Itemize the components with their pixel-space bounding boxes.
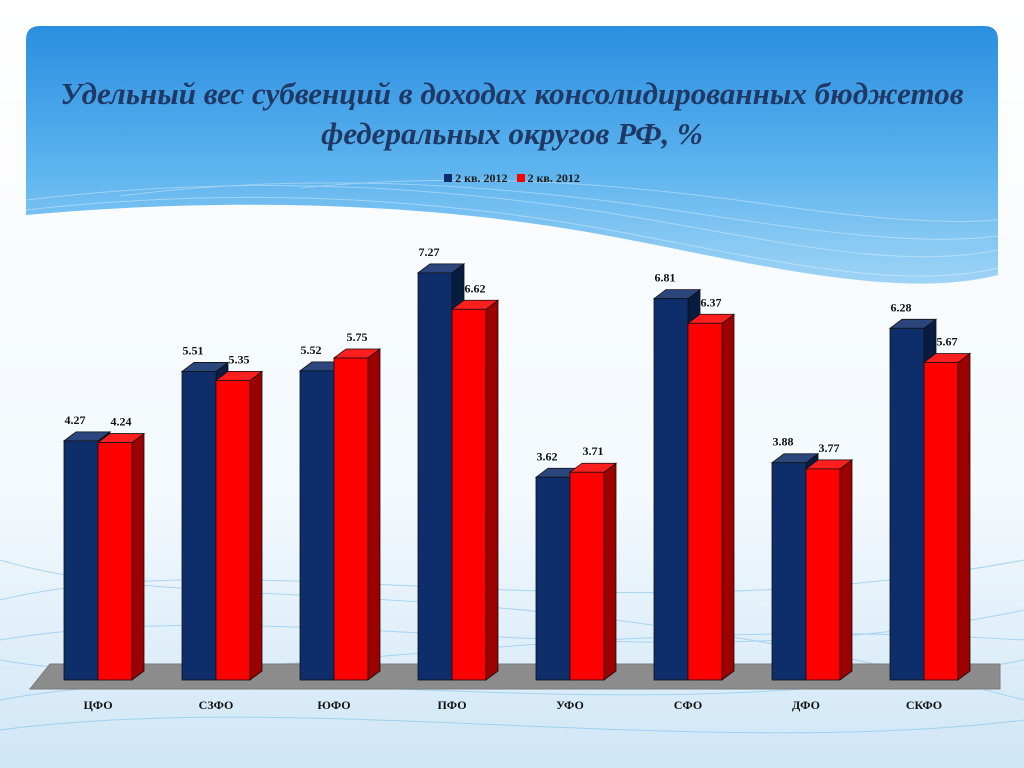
bar-front-face <box>215 379 251 681</box>
bar-side-face <box>249 370 263 681</box>
data-label-ЦФО-series-2: 4.24 <box>111 415 132 429</box>
data-label-ЦФО-series-1: 4.27 <box>65 413 86 427</box>
bar-front-face <box>653 298 689 681</box>
bar-front-face <box>181 371 217 681</box>
data-label-СКФО-series-1: 6.28 <box>891 300 912 314</box>
bar-front-face <box>299 370 335 681</box>
x-tick-label-ДФО: ДФО <box>792 698 820 712</box>
chart-title: Удельный вес субвенций в доходах консоли… <box>60 76 964 151</box>
data-label-УФО-series-2: 3.71 <box>583 444 604 458</box>
bar-side-face <box>131 432 145 681</box>
bar-front-face <box>63 440 99 681</box>
bar-side-face <box>485 299 499 681</box>
x-tick-label-ПФО: ПФО <box>437 698 466 712</box>
data-label-СЗФО-series-2: 5.35 <box>229 352 250 366</box>
bar-front-face <box>923 362 959 681</box>
bar-ЮФО-series-2 <box>332 348 382 681</box>
legend-item-series-1: 2 кв. 2012 <box>444 171 508 186</box>
data-label-СКФО-series-2: 5.67 <box>937 334 958 348</box>
bar-side-face <box>957 352 971 681</box>
x-tick-label-ЮФО: ЮФО <box>317 698 350 712</box>
x-tick-label-ЦФО: ЦФО <box>83 698 112 712</box>
bar-СКФО-series-2 <box>922 352 972 681</box>
data-label-УФО-series-1: 3.62 <box>537 449 558 463</box>
legend-swatch-series-1 <box>444 174 453 182</box>
chart-floor <box>28 663 1001 690</box>
data-label-ЮФО-series-1: 5.52 <box>301 343 322 357</box>
bar-ЦФО-series-2 <box>96 432 146 681</box>
bars-layer <box>62 263 972 681</box>
data-label-СЗФО-series-1: 5.51 <box>183 343 204 357</box>
bar-front-face <box>333 357 369 681</box>
bar-front-face <box>417 272 453 681</box>
data-label-ДФО-series-2: 3.77 <box>819 441 840 455</box>
bar-front-face <box>451 308 487 681</box>
labels-layer: 4.27 4.24 ЦФО 5.51 5.35 СЗФО 5.52 5.75 ЮФО 7.27 6.… <box>65 245 958 712</box>
bar-front-face <box>97 442 133 681</box>
data-label-ДФО-series-1: 3.88 <box>773 435 794 449</box>
x-tick-label-СЗФО: СЗФО <box>199 698 234 712</box>
bar-front-face <box>569 471 605 681</box>
legend-swatch-series-2 <box>516 174 525 182</box>
data-label-СФО-series-1: 6.81 <box>655 271 676 285</box>
bar-ПФО-series-2 <box>450 299 500 681</box>
bar-СФО-series-2 <box>686 313 736 681</box>
chart-legend: 2 кв. 2012 2 кв. 2012 <box>0 171 1024 186</box>
x-tick-label-СКФО: СКФО <box>906 698 942 712</box>
bar-side-face <box>721 313 735 681</box>
legend-label-series-2: 2 кв. 2012 <box>527 171 580 185</box>
data-label-ЮФО-series-2: 5.75 <box>347 330 368 344</box>
legend-label-series-1: 2 кв. 2012 <box>455 171 508 185</box>
bar-front-face <box>771 462 807 681</box>
bar-side-face <box>839 459 853 681</box>
legend-item-series-2: 2 кв. 2012 <box>516 171 580 186</box>
bar-front-face <box>889 327 925 681</box>
data-label-ПФО-series-2: 6.62 <box>465 281 486 295</box>
bar-УФО-series-2 <box>568 462 618 681</box>
bar-front-face <box>535 476 571 681</box>
bar-side-face <box>367 348 381 681</box>
bar-ДФО-series-2 <box>804 459 854 681</box>
bar-СЗФО-series-2 <box>214 370 264 681</box>
data-label-СФО-series-2: 6.37 <box>701 295 722 309</box>
bar-side-face <box>603 462 617 681</box>
x-tick-label-УФО: УФО <box>556 698 584 712</box>
x-tick-label-СФО: СФО <box>674 698 702 712</box>
bar-front-face <box>687 322 723 681</box>
data-label-ПФО-series-1: 7.27 <box>419 245 440 259</box>
title-panel <box>26 26 998 284</box>
bar-front-face <box>805 468 841 681</box>
